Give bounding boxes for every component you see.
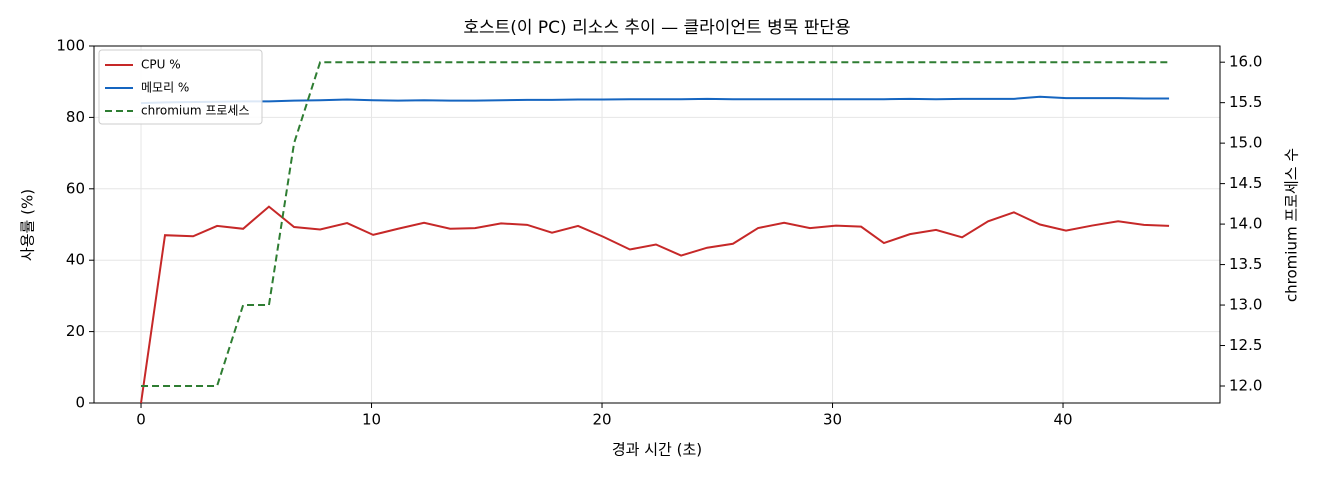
y2-tick-label: 15.0	[1229, 134, 1262, 152]
y2-tick-label: 14.0	[1229, 215, 1262, 233]
y-tick-label: 20	[66, 322, 85, 340]
x-tick-label: 30	[823, 411, 842, 429]
x-tick-label: 10	[362, 411, 381, 429]
x-tick-label: 0	[136, 411, 146, 429]
y2-tick-label: 13.5	[1229, 255, 1262, 273]
legend-label: 메모리 %	[141, 81, 189, 95]
data-line	[141, 61, 1170, 387]
y2-tick-label: 12.5	[1229, 336, 1262, 354]
x-tick-label: 20	[592, 411, 611, 429]
y2-tick-label: 15.5	[1229, 93, 1262, 111]
x-tick-label: 40	[1053, 411, 1072, 429]
legend-box	[98, 49, 263, 125]
data-line	[140, 205, 1170, 404]
legend: CPU % 메모리 % chromium 프로세스	[98, 49, 263, 125]
y-tick-label: 100	[56, 37, 85, 55]
y-tick-label: 40	[66, 251, 85, 269]
data-line	[140, 95, 1170, 105]
chart-title: 호스트(이 PC) 리소스 추이 — 클라이언트 병목 판단용	[463, 18, 850, 38]
x-axis-label: 경과 시간 (초)	[612, 441, 702, 459]
plot-frame	[93, 45, 1221, 404]
y2-axis-label: chromium 프로세스 수	[1283, 148, 1301, 302]
y2-tick-label: 16.0	[1229, 53, 1262, 71]
y2-tick-label: 14.5	[1229, 174, 1262, 192]
y2-tick-label: 12.0	[1229, 377, 1262, 395]
legend-label: CPU %	[141, 58, 181, 72]
y-tick-label: 0	[75, 394, 85, 412]
y-axis-label: 사용률 (%)	[19, 189, 37, 261]
y-tick-label: 60	[66, 179, 85, 197]
legend-label: chromium 프로세스	[141, 104, 250, 118]
y-tick-label: 80	[66, 108, 85, 126]
y2-tick-label: 13.0	[1229, 296, 1262, 314]
